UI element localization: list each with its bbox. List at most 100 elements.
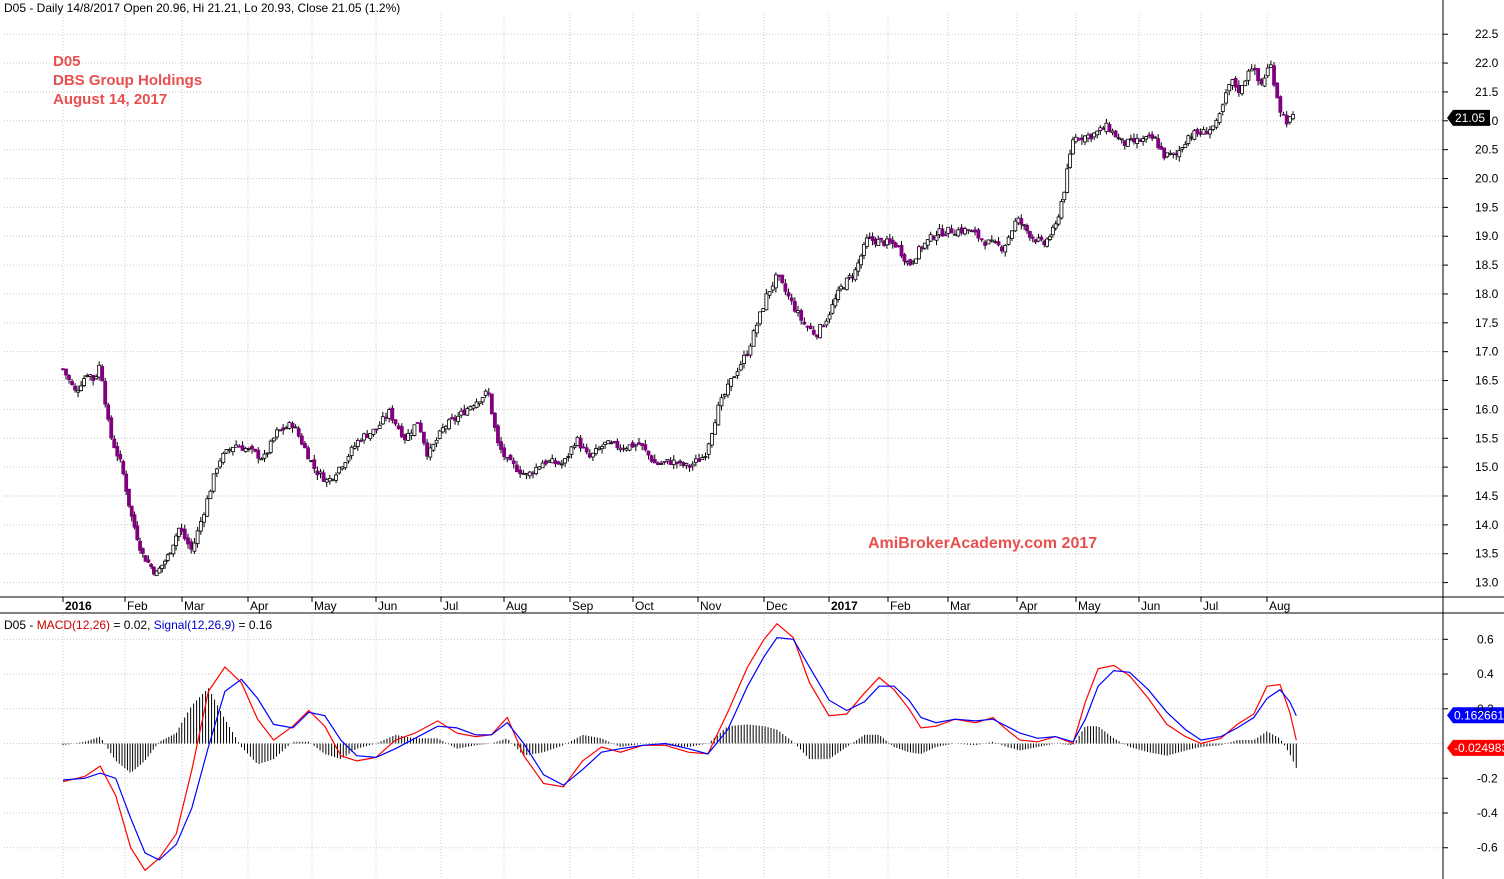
candle-body: [716, 404, 721, 426]
candle-body: [818, 324, 823, 339]
candle-body: [85, 375, 90, 378]
candle-body: [531, 472, 535, 475]
candle-body: [309, 460, 314, 462]
candle-body: [1214, 119, 1219, 128]
candle-body: [754, 324, 759, 334]
candle-body: [690, 463, 695, 467]
candle-body: [662, 461, 667, 463]
x-tick-label: Jun: [1141, 599, 1160, 613]
candle-body: [208, 490, 213, 500]
candle-body: [649, 455, 654, 462]
price-y-tick-label: 18.5: [1475, 258, 1499, 272]
candle-body: [205, 498, 210, 517]
candle-body: [719, 397, 724, 407]
candle-body: [870, 236, 875, 241]
candle-body: [195, 530, 200, 544]
candle-body: [799, 310, 804, 321]
candle-body: [732, 376, 737, 379]
candle-body: [380, 416, 385, 425]
candle-body: [1198, 132, 1203, 135]
candle-body: [192, 542, 197, 552]
candle-body: [993, 241, 998, 243]
candle-body: [890, 239, 895, 245]
candle-body: [384, 416, 388, 419]
candle-body: [893, 242, 898, 248]
candle-body: [82, 378, 87, 387]
candle-body: [665, 459, 670, 462]
candle-body: [371, 428, 376, 435]
candle-body: [1220, 104, 1225, 113]
candle-body: [722, 394, 727, 397]
candle-body: [1006, 236, 1011, 245]
candle-body: [1129, 138, 1133, 141]
candle-body: [976, 229, 981, 239]
candle-body: [534, 466, 539, 475]
price-y-tick-label: 19.5: [1475, 200, 1499, 214]
candle-body: [64, 368, 68, 376]
candle-body: [129, 505, 134, 517]
macd-histogram: [62, 688, 1297, 773]
candle-body: [140, 548, 145, 554]
candle-body: [540, 462, 545, 469]
candle-body: [352, 445, 357, 449]
candle-body: [106, 404, 111, 420]
candle-body: [508, 454, 513, 461]
signal-value-tag: [1447, 707, 1504, 724]
candle-body: [67, 375, 71, 380]
candle-body: [1174, 153, 1179, 156]
price-y-tick-label: 16.5: [1475, 374, 1499, 388]
candle-body: [346, 455, 351, 462]
candle-body: [214, 468, 219, 474]
candle-body: [468, 406, 473, 411]
macd-header-macd-label: MACD(12,26): [36, 618, 111, 632]
candle-body: [459, 410, 464, 416]
candle-body: [572, 445, 577, 449]
candle-body: [1113, 130, 1118, 138]
candle-body: [1256, 68, 1261, 82]
candle-body: [543, 460, 548, 465]
candle-body: [1281, 113, 1286, 116]
candle-body: [1110, 130, 1115, 134]
candle-body: [693, 458, 698, 463]
candle-body: [652, 459, 657, 464]
candle-body: [483, 390, 488, 396]
candle-body: [587, 453, 592, 458]
candle-body: [403, 434, 407, 441]
candle-body: [969, 230, 974, 233]
candle-body: [250, 445, 254, 450]
candle-body: [594, 448, 598, 455]
candle-body: [681, 462, 686, 467]
candle-body: [359, 440, 363, 442]
x-tick-label: Aug: [1269, 599, 1290, 613]
candle-body: [88, 374, 93, 377]
price-y-tick-label: 20.0: [1475, 172, 1499, 186]
x-tick-label: Sep: [572, 599, 594, 613]
candle-body: [627, 444, 632, 451]
price-y-tick-label: 21.5: [1475, 85, 1499, 99]
candle-body: [115, 446, 120, 457]
candle-body: [1156, 138, 1161, 149]
candle-body: [440, 427, 445, 433]
candle-body: [1030, 236, 1035, 239]
candle-body: [1287, 116, 1292, 123]
candle-body: [1144, 136, 1149, 140]
candle-body: [138, 540, 142, 551]
candle-body: [1095, 130, 1100, 136]
macd-y-tick-label: -0.4: [1477, 806, 1498, 820]
candle-body: [943, 234, 948, 237]
candle-body: [486, 392, 491, 395]
candle-body: [61, 368, 65, 371]
candle-body: [271, 437, 276, 442]
candle-body: [465, 408, 470, 416]
candle-body: [1230, 79, 1235, 86]
candle-body: [764, 293, 769, 311]
candle-body: [624, 448, 629, 451]
price-y-tick-label: 22.0: [1475, 56, 1499, 70]
annotation-date: August 14, 2017: [53, 91, 168, 108]
candle-body: [824, 320, 829, 326]
candle-body: [584, 447, 589, 453]
candle-body: [182, 528, 187, 540]
x-tick-label: Jun: [378, 599, 397, 613]
